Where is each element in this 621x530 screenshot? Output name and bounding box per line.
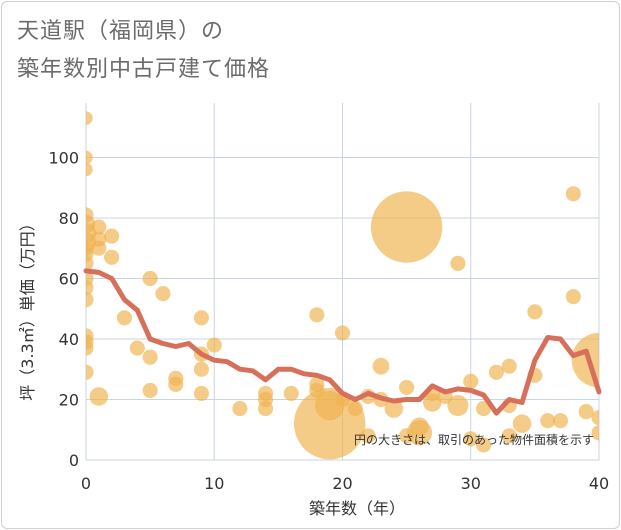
data-bubble [360,428,376,444]
data-bubble [423,393,442,412]
data-bubble [552,413,569,429]
data-bubble [293,387,366,460]
data-bubble [86,255,94,271]
x-tick-label: 0 [81,474,91,493]
data-bubble [89,387,109,406]
data-bubble [193,361,209,377]
title-line-2: 築年数別中古戸建て価格 [17,57,271,82]
data-bubble [527,304,543,320]
data-bubble [116,310,133,326]
data-bubble [578,404,594,420]
y-tick-label: 80 [59,209,79,228]
x-axis-title: 築年数（年） [309,499,405,518]
data-bubble [463,373,479,389]
data-bubble [86,340,94,356]
data-bubble [86,292,94,308]
data-bubble [450,255,466,271]
x-tick-label: 40 [589,474,609,493]
data-bubble [488,364,504,380]
average-price-line [83,268,602,416]
data-bubble [86,364,94,380]
data-bubble [193,310,209,326]
data-bubble [155,286,171,302]
x-tick-label: 20 [332,474,352,493]
data-bubble [86,111,93,125]
data-bubble [447,395,469,417]
data-bubble [565,289,581,305]
y-tick-label: 40 [59,330,79,349]
bubble-size-note: 円の大きさは、取引のあった物件面積を示す [354,432,594,447]
data-bubble [168,376,184,392]
data-bubble [206,337,222,353]
data-bubble [86,150,93,165]
data-bubble [334,325,351,341]
data-bubble [86,162,93,177]
data-bubble [476,437,492,453]
data-bubble [91,240,107,256]
data-bubble [540,413,556,429]
data-bubble [193,385,209,402]
chart-title: 天道駅（福岡県）の 築年数別中古戸建て価格 [17,13,270,89]
data-bubble [142,270,158,287]
axis-ticks: 0 10 20 30 40 0 20 40 60 80 100 [48,148,609,493]
data-bubble [347,401,363,417]
data-bubble [591,410,599,426]
data-bubble [565,186,581,202]
data-bubble [232,401,248,417]
y-tick-label: 60 [59,269,79,288]
data-bubble [501,428,517,444]
data-bubble [104,249,120,265]
data-bubble [370,191,443,263]
data-bubble [91,219,107,235]
y-tick-label: 20 [59,390,79,409]
x-tick-label: 10 [204,474,224,493]
data-bubble [406,420,433,446]
data-bubble [476,401,492,417]
y-tick-label: 100 [48,148,79,167]
data-bubble [591,425,599,441]
title-line-1: 天道駅（福岡県）の [17,19,225,44]
data-bubble [384,399,404,418]
data-bubble [512,414,532,433]
data-bubble [463,431,479,447]
data-bubble [283,385,299,402]
data-bubble [142,349,158,365]
data-bubble [399,379,415,395]
data-bubble [129,340,145,356]
data-bubble [501,358,517,374]
data-bubble [372,357,390,375]
x-tick-label: 30 [461,474,481,493]
data-bubble [104,228,120,244]
y-axis-title: 坪（3.3㎡）単価（万円） [18,215,37,400]
y-tick-label: 0 [69,451,79,470]
data-bubble [86,279,94,296]
data-bubble [257,401,274,417]
data-bubble [142,382,158,398]
data-bubble [309,307,325,323]
